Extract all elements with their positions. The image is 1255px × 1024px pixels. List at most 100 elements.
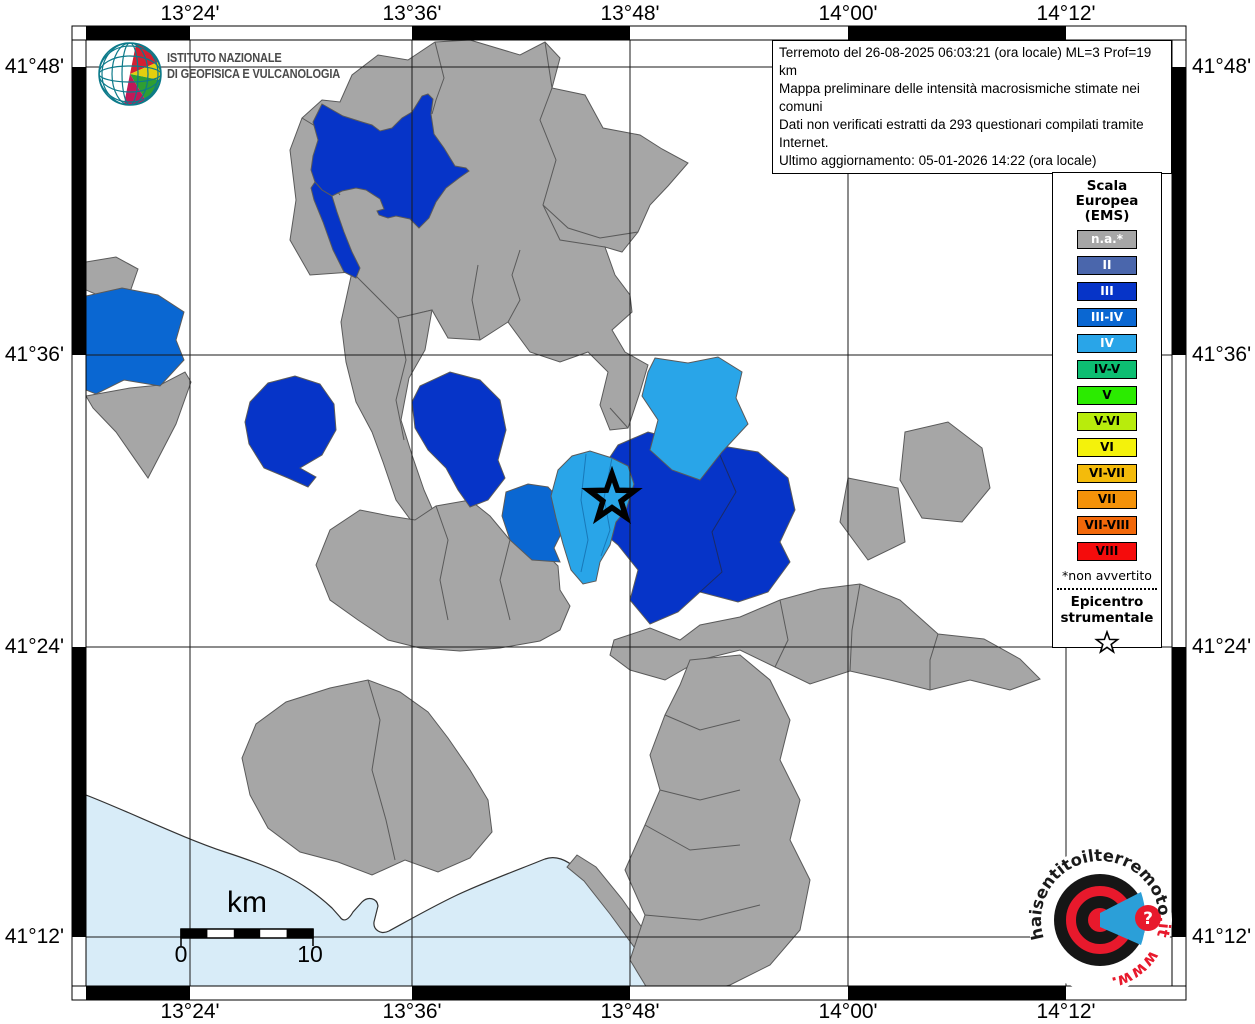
- longitude-label: 13°24': [160, 2, 220, 25]
- legend-item-chip: n.a.*: [1077, 230, 1137, 249]
- legend-item-chip: V: [1077, 386, 1137, 405]
- info-line: Terremoto del 26-08-2025 06:03:21 (ora l…: [779, 45, 1152, 78]
- latitude-label: 41°24': [1192, 635, 1252, 658]
- legend-title: Scala Europea (EMS): [1053, 179, 1161, 224]
- ingv-logo-icon: [98, 42, 162, 106]
- longitude-label: 14°12': [1036, 1000, 1096, 1023]
- legend-item: IV-V: [1053, 360, 1161, 379]
- info-line: Ultimo aggiornamento: 05-01-2026 14:22 (…: [779, 153, 1097, 168]
- latitude-label: 41°12': [1192, 925, 1252, 948]
- legend-item-label: V-VI: [1093, 414, 1121, 428]
- legend-epicenter-line: Epicentro: [1070, 594, 1144, 610]
- municipality-borders: [644, 714, 761, 921]
- longitude-label: 13°36': [382, 2, 442, 25]
- longitude-label: 13°36': [382, 1000, 442, 1023]
- legend-item: VII: [1053, 490, 1161, 509]
- municipality-iv: [641, 356, 749, 481]
- municipality-na: [839, 477, 906, 561]
- legend-item-label: VII-VIII: [1084, 518, 1130, 532]
- legend-item: IV: [1053, 334, 1161, 353]
- ingv-org-name: ISTITUTO NAZIONALE DI GEOFISICA E VULCAN…: [167, 50, 340, 82]
- municipality-iii-iv: [86, 287, 185, 395]
- scale-bar-unit: km: [227, 886, 267, 919]
- municipality-na: [241, 679, 493, 876]
- info-line: Mappa preliminare delle intensità macros…: [779, 81, 1140, 114]
- legend-item-label: n.a.*: [1090, 232, 1124, 246]
- municipality-iii: [411, 371, 507, 508]
- epicenter-star-legend-icon: [1094, 630, 1120, 654]
- municipality-iii: [244, 375, 337, 488]
- legend-title-line: Scala: [1086, 178, 1128, 194]
- legend-item-label: III-IV: [1090, 310, 1124, 324]
- municipality-na: [86, 371, 192, 479]
- legend-item-chip: IV-V: [1077, 360, 1137, 379]
- legend-item: III: [1053, 282, 1161, 301]
- latitude-label: 41°48': [1192, 55, 1252, 78]
- legend-item: V: [1053, 386, 1161, 405]
- legend-item-chip: VI: [1077, 438, 1137, 457]
- question-mark-icon: ?: [1143, 909, 1153, 929]
- haisentito-logo: ? haisentitoilterremoto .it www.: [1026, 846, 1174, 993]
- watermark-suffix: .it: [1153, 916, 1174, 939]
- legend-item-label: VII: [1097, 492, 1117, 506]
- legend-item-chip: VIII: [1077, 542, 1137, 561]
- longitude-label: 14°00': [818, 2, 878, 25]
- legend-items: n.a.* II III III-IV IV IV-V V V-VI VI VI-VII VII VI…: [1053, 230, 1161, 561]
- earthquake-info-box: Terremoto del 26-08-2025 06:03:21 (ora l…: [772, 40, 1172, 174]
- latitude-label: 41°36': [1192, 343, 1252, 366]
- municipality-borders: [774, 583, 939, 690]
- legend-item-chip: VI-VII: [1077, 464, 1137, 483]
- longitude-label: 14°00': [818, 1000, 878, 1023]
- municipality-na: [624, 654, 811, 986]
- legend-item-label: II: [1102, 258, 1112, 272]
- municipality-borders: [435, 505, 511, 621]
- municipality-na: [899, 421, 991, 523]
- legend-item-chip: V-VI: [1077, 412, 1137, 431]
- intensity-legend: Scala Europea (EMS) n.a.* II III III-IV IV IV…: [1052, 172, 1162, 654]
- longitude-label: 14°12': [1036, 2, 1096, 25]
- latitude-label: 41°48': [4, 55, 64, 78]
- legend-item: VI: [1053, 438, 1161, 457]
- map-frame: [71, 25, 1187, 1001]
- legend-item: III-IV: [1053, 308, 1161, 327]
- municipality-borders: [395, 317, 407, 441]
- longitude-label: 13°48': [600, 1000, 660, 1023]
- legend-epicenter-title: Epicentro strumentale: [1053, 594, 1161, 626]
- latitude-label: 41°36': [4, 343, 64, 366]
- municipality-borders: [367, 679, 396, 861]
- legend-item: VII-VIII: [1053, 516, 1161, 535]
- info-line: Dati non verificati estratti da 293 ques…: [779, 117, 1144, 150]
- scale-bar: [180, 928, 314, 946]
- legend-item: II: [1053, 256, 1161, 275]
- graticule: [86, 40, 1172, 986]
- megaphone-icon: [1100, 892, 1146, 945]
- longitude-label: 13°24': [160, 1000, 220, 1023]
- municipality-borders: [699, 445, 737, 593]
- legend-item: n.a.*: [1053, 230, 1161, 249]
- scale-bar-end: 10: [297, 941, 323, 967]
- legend-item-label: V: [1102, 388, 1112, 402]
- legend-item-label: III: [1100, 284, 1114, 298]
- municipality-na: [315, 499, 571, 652]
- latitude-label: 41°24': [4, 635, 64, 658]
- legend-item-chip: IV: [1077, 334, 1137, 353]
- legend-item-chip: III: [1077, 282, 1137, 301]
- legend-title-line: Europea: [1075, 193, 1139, 209]
- legend-epicenter-line: strumentale: [1060, 610, 1154, 626]
- legend-item-chip: VII: [1077, 490, 1137, 509]
- latitude-label: 41°12': [4, 925, 64, 948]
- legend-item-chip: II: [1077, 256, 1137, 275]
- legend-item-chip: III-IV: [1077, 308, 1137, 327]
- legend-footnote: *non avvertito: [1062, 568, 1152, 583]
- legend-divider: [1057, 588, 1157, 590]
- legend-item-label: VIII: [1095, 544, 1119, 558]
- legend-item-chip: VII-VIII: [1077, 516, 1137, 535]
- legend-item: V-VI: [1053, 412, 1161, 431]
- legend-item: VIII: [1053, 542, 1161, 561]
- legend-item-label: IV: [1100, 336, 1114, 350]
- legend-item-label: IV-V: [1093, 362, 1121, 376]
- legend-item-label: VI: [1100, 440, 1114, 454]
- legend-title-line: (EMS): [1084, 208, 1130, 224]
